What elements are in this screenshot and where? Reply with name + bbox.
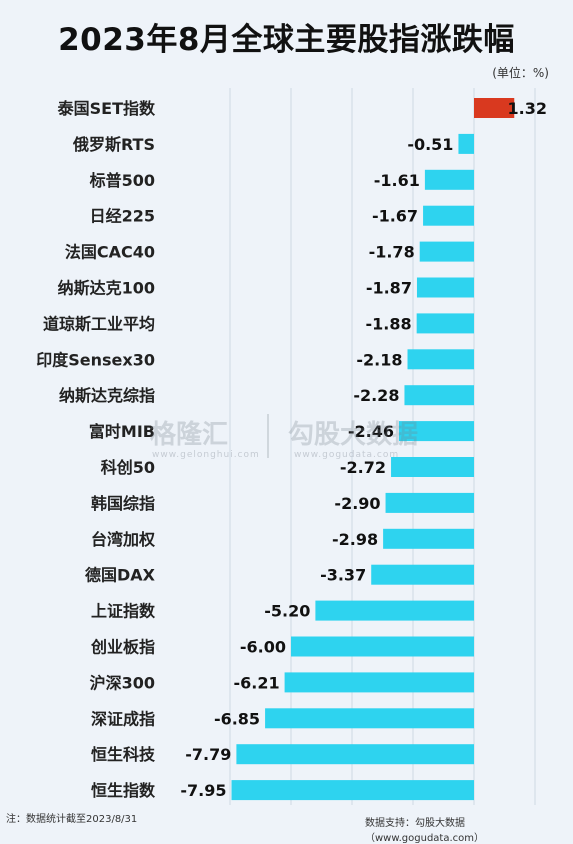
- value-label: -7.79: [185, 745, 231, 764]
- category-label: 创业板指: [90, 638, 155, 657]
- bar: [371, 564, 474, 585]
- bar: [231, 780, 474, 801]
- category-label: 恒生指数: [91, 781, 156, 800]
- bar: [458, 133, 474, 154]
- value-label: 1.32: [508, 99, 547, 118]
- value-label: -7.95: [180, 781, 226, 800]
- category-label: 泰国SET指数: [57, 99, 156, 118]
- value-label: -2.98: [332, 530, 378, 549]
- category-label: 台湾加权: [91, 530, 156, 549]
- value-label: -6.85: [214, 709, 260, 728]
- value-label: -1.67: [372, 207, 418, 226]
- bar: [391, 457, 474, 477]
- bar: [383, 528, 474, 549]
- category-label: 道琼斯工业平均: [43, 314, 155, 333]
- bar: [416, 313, 474, 334]
- value-label: -2.18: [356, 350, 402, 369]
- bar: [404, 385, 474, 406]
- value-label: -2.46: [348, 422, 394, 441]
- watermark-gelonghui-url: www.gelonghui.com: [152, 450, 260, 460]
- footnote: 注：数据统计截至2023/8/31: [6, 814, 138, 825]
- value-label: -0.51: [407, 135, 453, 154]
- category-label: 恒生科技: [91, 745, 156, 764]
- bar: [236, 744, 474, 765]
- bar: [385, 492, 474, 513]
- category-label: 上证指数: [91, 602, 156, 621]
- value-label: -2.28: [353, 386, 399, 405]
- bar: [265, 708, 474, 729]
- unit-label: (单位：%): [492, 66, 549, 80]
- category-label: 沪深300: [90, 673, 155, 692]
- category-label: 纳斯达克100: [58, 279, 155, 298]
- category-label: 俄罗斯RTS: [72, 135, 155, 154]
- value-label: -5.20: [264, 602, 310, 621]
- value-label: -3.37: [320, 566, 366, 585]
- category-label: 科创50: [101, 458, 155, 477]
- watermark-gogudata-url: www.gogudata.com: [294, 450, 400, 460]
- value-label: -1.87: [366, 279, 412, 298]
- value-label: -6.00: [240, 638, 286, 657]
- bar: [424, 169, 474, 190]
- category-label: 标普500: [89, 171, 155, 190]
- bar: [284, 672, 474, 693]
- category-label: 日经225: [90, 207, 155, 226]
- data-source: 数据支持：勾股大数据（www.gogudata.com）: [365, 818, 485, 844]
- bar: [398, 421, 474, 442]
- value-label: -6.21: [233, 673, 279, 692]
- value-label: -2.72: [340, 458, 386, 477]
- watermark-separator: [267, 414, 269, 458]
- bar: [419, 241, 474, 262]
- category-label: 法国CAC40: [65, 243, 155, 262]
- category-label: 韩国综指: [91, 494, 155, 513]
- category-label: 深证成指: [91, 709, 155, 728]
- chart-title: 2023年8月全球主要股指涨跌幅: [58, 22, 515, 58]
- bar: [416, 277, 474, 298]
- bar: [423, 205, 474, 226]
- value-label: -1.61: [374, 171, 420, 190]
- category-label: 印度Sensex30: [36, 350, 155, 369]
- category-label: 纳斯达克综指: [59, 386, 155, 405]
- category-label: 富时MIB: [89, 422, 155, 441]
- value-label: -1.88: [366, 314, 412, 333]
- bar: [315, 600, 474, 621]
- bar: [407, 349, 474, 370]
- category-label: 德国DAX: [85, 566, 156, 585]
- value-label: -1.78: [369, 243, 415, 262]
- bar: [474, 98, 515, 118]
- value-label: -2.90: [334, 494, 380, 513]
- bar: [291, 636, 474, 657]
